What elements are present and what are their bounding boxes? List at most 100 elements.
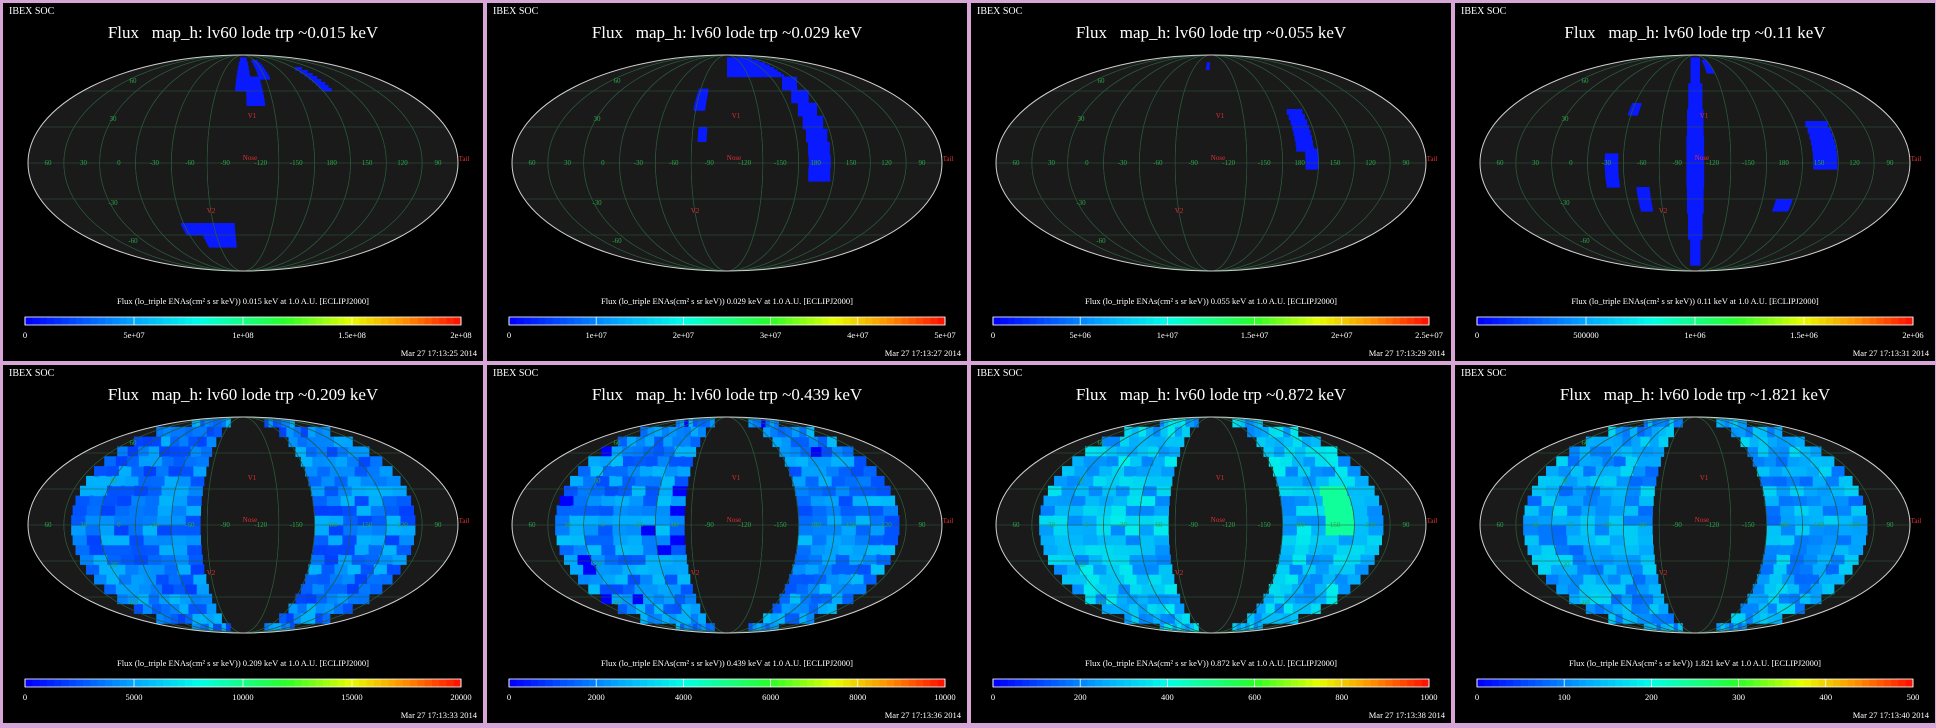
flux-pixel: [1792, 544, 1808, 556]
flux-pixel: [810, 593, 822, 605]
flux-pixel: [1305, 158, 1320, 162]
flux-pixel: [1075, 485, 1090, 497]
flux-pixel: [1632, 466, 1646, 477]
flux-pixel: [1604, 603, 1614, 614]
colorbar-segment: [344, 317, 353, 325]
flux-pixel: [1704, 66, 1712, 69]
colorbar-segment: [1058, 317, 1067, 325]
flux-pixel: [1115, 485, 1131, 497]
flux-pixel: [180, 446, 192, 457]
map-panel: IBEX SOC Flux map_h: lv60 lode trp ~0.872…: [971, 365, 1451, 723]
flux-pixel: [1147, 436, 1158, 448]
colorbar-segment: [170, 679, 179, 687]
colorbar-segment: [424, 317, 433, 325]
colorbar-segment: [785, 679, 793, 687]
flux-pixel: [315, 426, 324, 438]
flux-pixel: [596, 475, 610, 487]
flux-pixel: [1640, 485, 1655, 497]
flux-pixel: [1653, 446, 1665, 457]
flux-pixel: [1174, 436, 1185, 448]
flux-pixel: [342, 466, 356, 477]
colorbar-segment: [1312, 679, 1321, 687]
longitude-label: 90: [1403, 521, 1411, 529]
flux-pixel: [1785, 603, 1796, 614]
colorbar-segment: [588, 679, 597, 687]
latitude-label: -60: [128, 237, 138, 245]
flux-pixel: [300, 70, 308, 74]
colorbar-segment: [1094, 317, 1103, 325]
flux-pixel: [842, 446, 854, 457]
flux-pixel: [1649, 603, 1660, 614]
flux-pixel: [1083, 505, 1099, 516]
flux-pixel: [1156, 485, 1171, 497]
flux-pixel: [1172, 417, 1178, 428]
colorbar-segment: [603, 317, 612, 325]
colorbar-segment: [1421, 317, 1430, 325]
flux-pixel: [326, 593, 338, 605]
v1-label: V1: [732, 474, 741, 482]
colorbar-segment: [1385, 317, 1394, 325]
colorbar-segment: [1160, 317, 1168, 325]
ibex-soc-label: IBEX SOC: [1461, 368, 1507, 379]
flux-pixel: [1690, 57, 1701, 84]
flux-pixel: [1294, 544, 1310, 556]
flux-pixel: [1145, 475, 1160, 487]
flux-pixel: [827, 603, 837, 614]
flux-pixel: [752, 623, 758, 633]
flux-pixel: [358, 446, 370, 457]
flux-pixel: [1043, 544, 1059, 556]
timestamp: Mar 27 17:13:25 2014: [400, 348, 477, 358]
colorbar-segment: [1247, 679, 1256, 687]
flux-pixel: [180, 223, 235, 226]
flux-pixel: [295, 446, 307, 457]
map-panel: IBEX SOC Flux map_h: lv60 lode trp ~0.029…: [487, 3, 967, 361]
flux-pixel: [142, 436, 153, 448]
colorbar-segment: [1876, 317, 1885, 325]
colorbar-segment: [1556, 679, 1565, 687]
flux-pixel: [173, 544, 188, 556]
colorbar-segment: [293, 679, 302, 687]
colorbar-segment: [395, 317, 404, 325]
flux-pixel: [392, 554, 407, 565]
flux-pixel: [1282, 525, 1298, 536]
flux-pixel: [1812, 475, 1827, 487]
colorbar-segment: [446, 679, 455, 687]
colorbar-segment: [1211, 679, 1219, 687]
flux-pixel: [1805, 121, 1828, 128]
colorbar-segment: [1782, 679, 1790, 687]
colorbar-segment: [1421, 679, 1430, 687]
flux-pixel: [72, 505, 88, 516]
flux-pixel: [697, 139, 707, 142]
flux-pixel: [838, 466, 852, 477]
flux-pixel: [128, 515, 144, 526]
colorbar-segment: [1116, 317, 1125, 325]
colorbar-segment: [654, 679, 663, 687]
flux-pixel: [347, 475, 362, 487]
latitude-label: -30: [1560, 199, 1570, 207]
flux-pixel: [318, 85, 329, 89]
flux-pixel: [1080, 564, 1094, 575]
colorbar-segment: [1029, 317, 1038, 325]
flux-pixel: [1630, 106, 1641, 109]
flux-pixel: [1341, 564, 1356, 575]
flux-pixel: [1256, 603, 1267, 614]
flux-pixel: [709, 417, 715, 428]
colorbar-segment: [1564, 317, 1572, 325]
nose-label: Nose: [727, 154, 741, 162]
colorbar-segment: [453, 679, 462, 687]
flux-pixel: [86, 505, 102, 516]
flux-pixel: [1125, 515, 1141, 526]
flux-pixel: [852, 495, 868, 506]
colorbar-segment: [1571, 679, 1580, 687]
colorbar-segment: [1825, 317, 1834, 325]
flux-pixel: [1138, 436, 1148, 448]
flux-pixel: [1527, 544, 1543, 556]
flux-pixel: [645, 554, 660, 565]
flux-pixel: [1812, 145, 1837, 152]
colorbar-segment: [301, 317, 309, 325]
flux-pixel: [204, 623, 210, 633]
flux-pixel: [335, 456, 348, 467]
panel-title: Flux map_h: lv60 lode trp ~0.055 keV: [1075, 23, 1347, 42]
flux-pixel: [1620, 466, 1634, 477]
flux-pixel: [1346, 554, 1362, 565]
